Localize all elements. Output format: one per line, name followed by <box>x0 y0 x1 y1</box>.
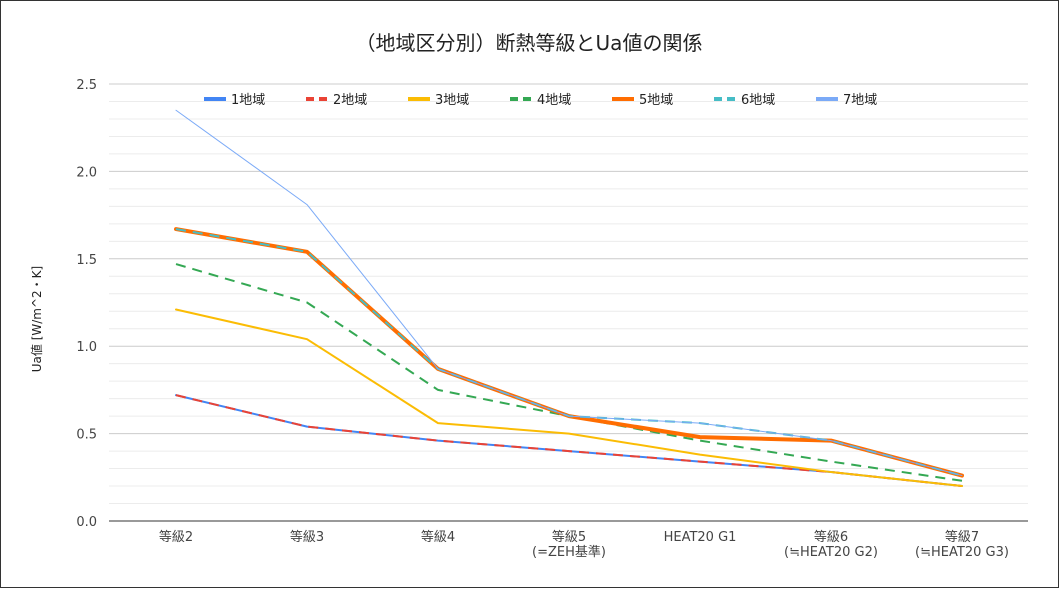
legend: 1地域 2地域 3地域 4地域 5地域 6地域 7地域 <box>204 93 877 108</box>
y-tick-label: 2.5 <box>76 78 97 93</box>
legend-item: 5地域 <box>612 93 673 108</box>
y-tick-label: 0.0 <box>76 515 97 530</box>
y-axis-label: Ua値 [W/m^2・K] <box>29 266 44 372</box>
series-lines <box>174 109 964 488</box>
legend-item: 2地域 <box>306 93 367 108</box>
legend-label: 7地域 <box>843 93 877 108</box>
y-tick-labels: 0.0 0.5 1.0 1.5 2.0 2.5 <box>76 78 97 530</box>
y-tick-label: 1.5 <box>76 253 97 268</box>
series-line-7 <box>175 109 963 477</box>
legend-item: 4地域 <box>510 93 571 108</box>
x-tick-label: 等級5 (=ZEH基準) <box>532 529 606 560</box>
legend-label: 3地域 <box>435 93 469 108</box>
legend-label: 6地域 <box>741 93 775 108</box>
legend-item: 1地域 <box>204 93 265 108</box>
legend-label: 4地域 <box>537 93 571 108</box>
y-tick-label: 2.0 <box>76 165 97 180</box>
legend-item: 7地域 <box>816 93 877 108</box>
x-tick-label: 等級7 (≒HEAT20 G3) <box>915 529 1009 560</box>
x-tick-label: 等級2 <box>159 529 193 545</box>
legend-item: 6地域 <box>714 93 775 108</box>
legend-label: 2地域 <box>333 93 367 108</box>
chart-title: （地域区分別）断熱等級とUa値の関係 <box>356 31 703 55</box>
gridlines <box>109 83 1028 522</box>
x-tick-labels: 等級2 等級3 等級4 等級5 (=ZEH基準) HEAT20 G1 等級6 (≒HEAT20… <box>159 529 1009 560</box>
x-tick-label: HEAT20 G1 <box>664 530 737 545</box>
series-line-2 <box>175 394 963 488</box>
series-line-3 <box>175 308 963 488</box>
legend-label: 1地域 <box>231 93 265 108</box>
x-tick-label: 等級3 <box>290 529 324 545</box>
y-tick-label: 1.0 <box>76 340 97 355</box>
x-tick-label: 等級4 <box>421 529 455 545</box>
legend-label: 5地域 <box>639 93 673 108</box>
legend-item: 3地域 <box>408 93 469 108</box>
y-tick-label: 0.5 <box>76 428 97 443</box>
x-tick-label: 等級6 (≒HEAT20 G2) <box>784 529 878 560</box>
